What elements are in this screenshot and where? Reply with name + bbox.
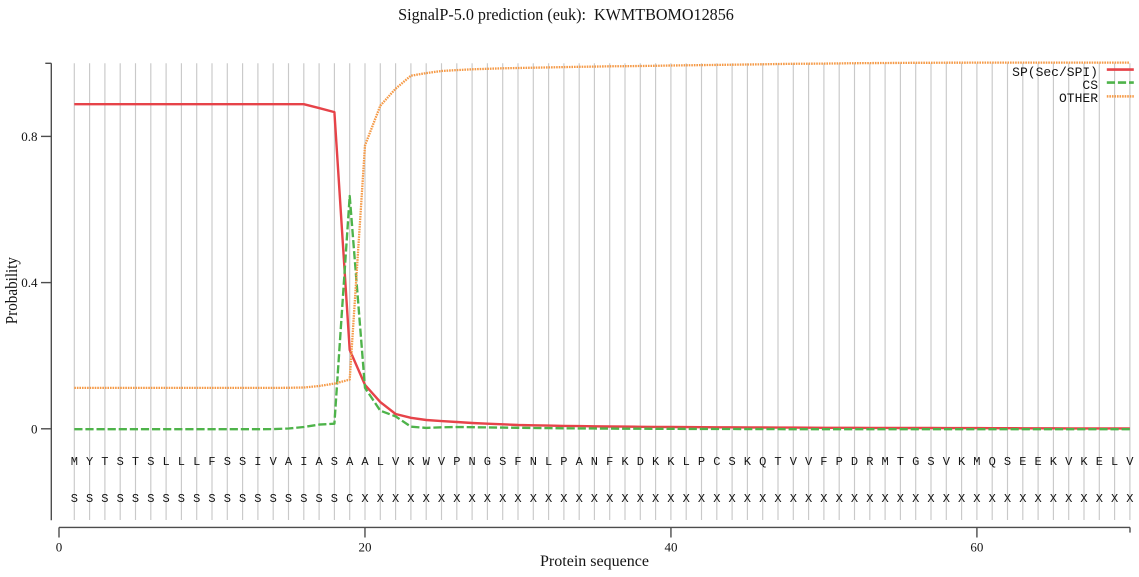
svg-text:Protein sequence: Protein sequence bbox=[540, 553, 649, 570]
svg-text:40: 40 bbox=[664, 539, 677, 554]
svg-text:0.8: 0.8 bbox=[21, 129, 37, 144]
svg-text:OTHER: OTHER bbox=[1059, 91, 1098, 106]
svg-text:Probability: Probability bbox=[2, 256, 21, 324]
svg-text:CS: CS bbox=[1082, 78, 1098, 93]
svg-text:20: 20 bbox=[358, 539, 371, 554]
svg-text:60: 60 bbox=[970, 539, 983, 554]
svg-text:0: 0 bbox=[31, 421, 38, 436]
svg-text:SignalP-5.0 prediction (euk):: SignalP-5.0 prediction (euk): KWMTBOMO12… bbox=[398, 5, 734, 24]
svg-text:SP(Sec/SPI): SP(Sec/SPI) bbox=[1012, 65, 1098, 80]
svg-text:0.4: 0.4 bbox=[21, 275, 38, 290]
svg-text:0: 0 bbox=[56, 539, 63, 554]
